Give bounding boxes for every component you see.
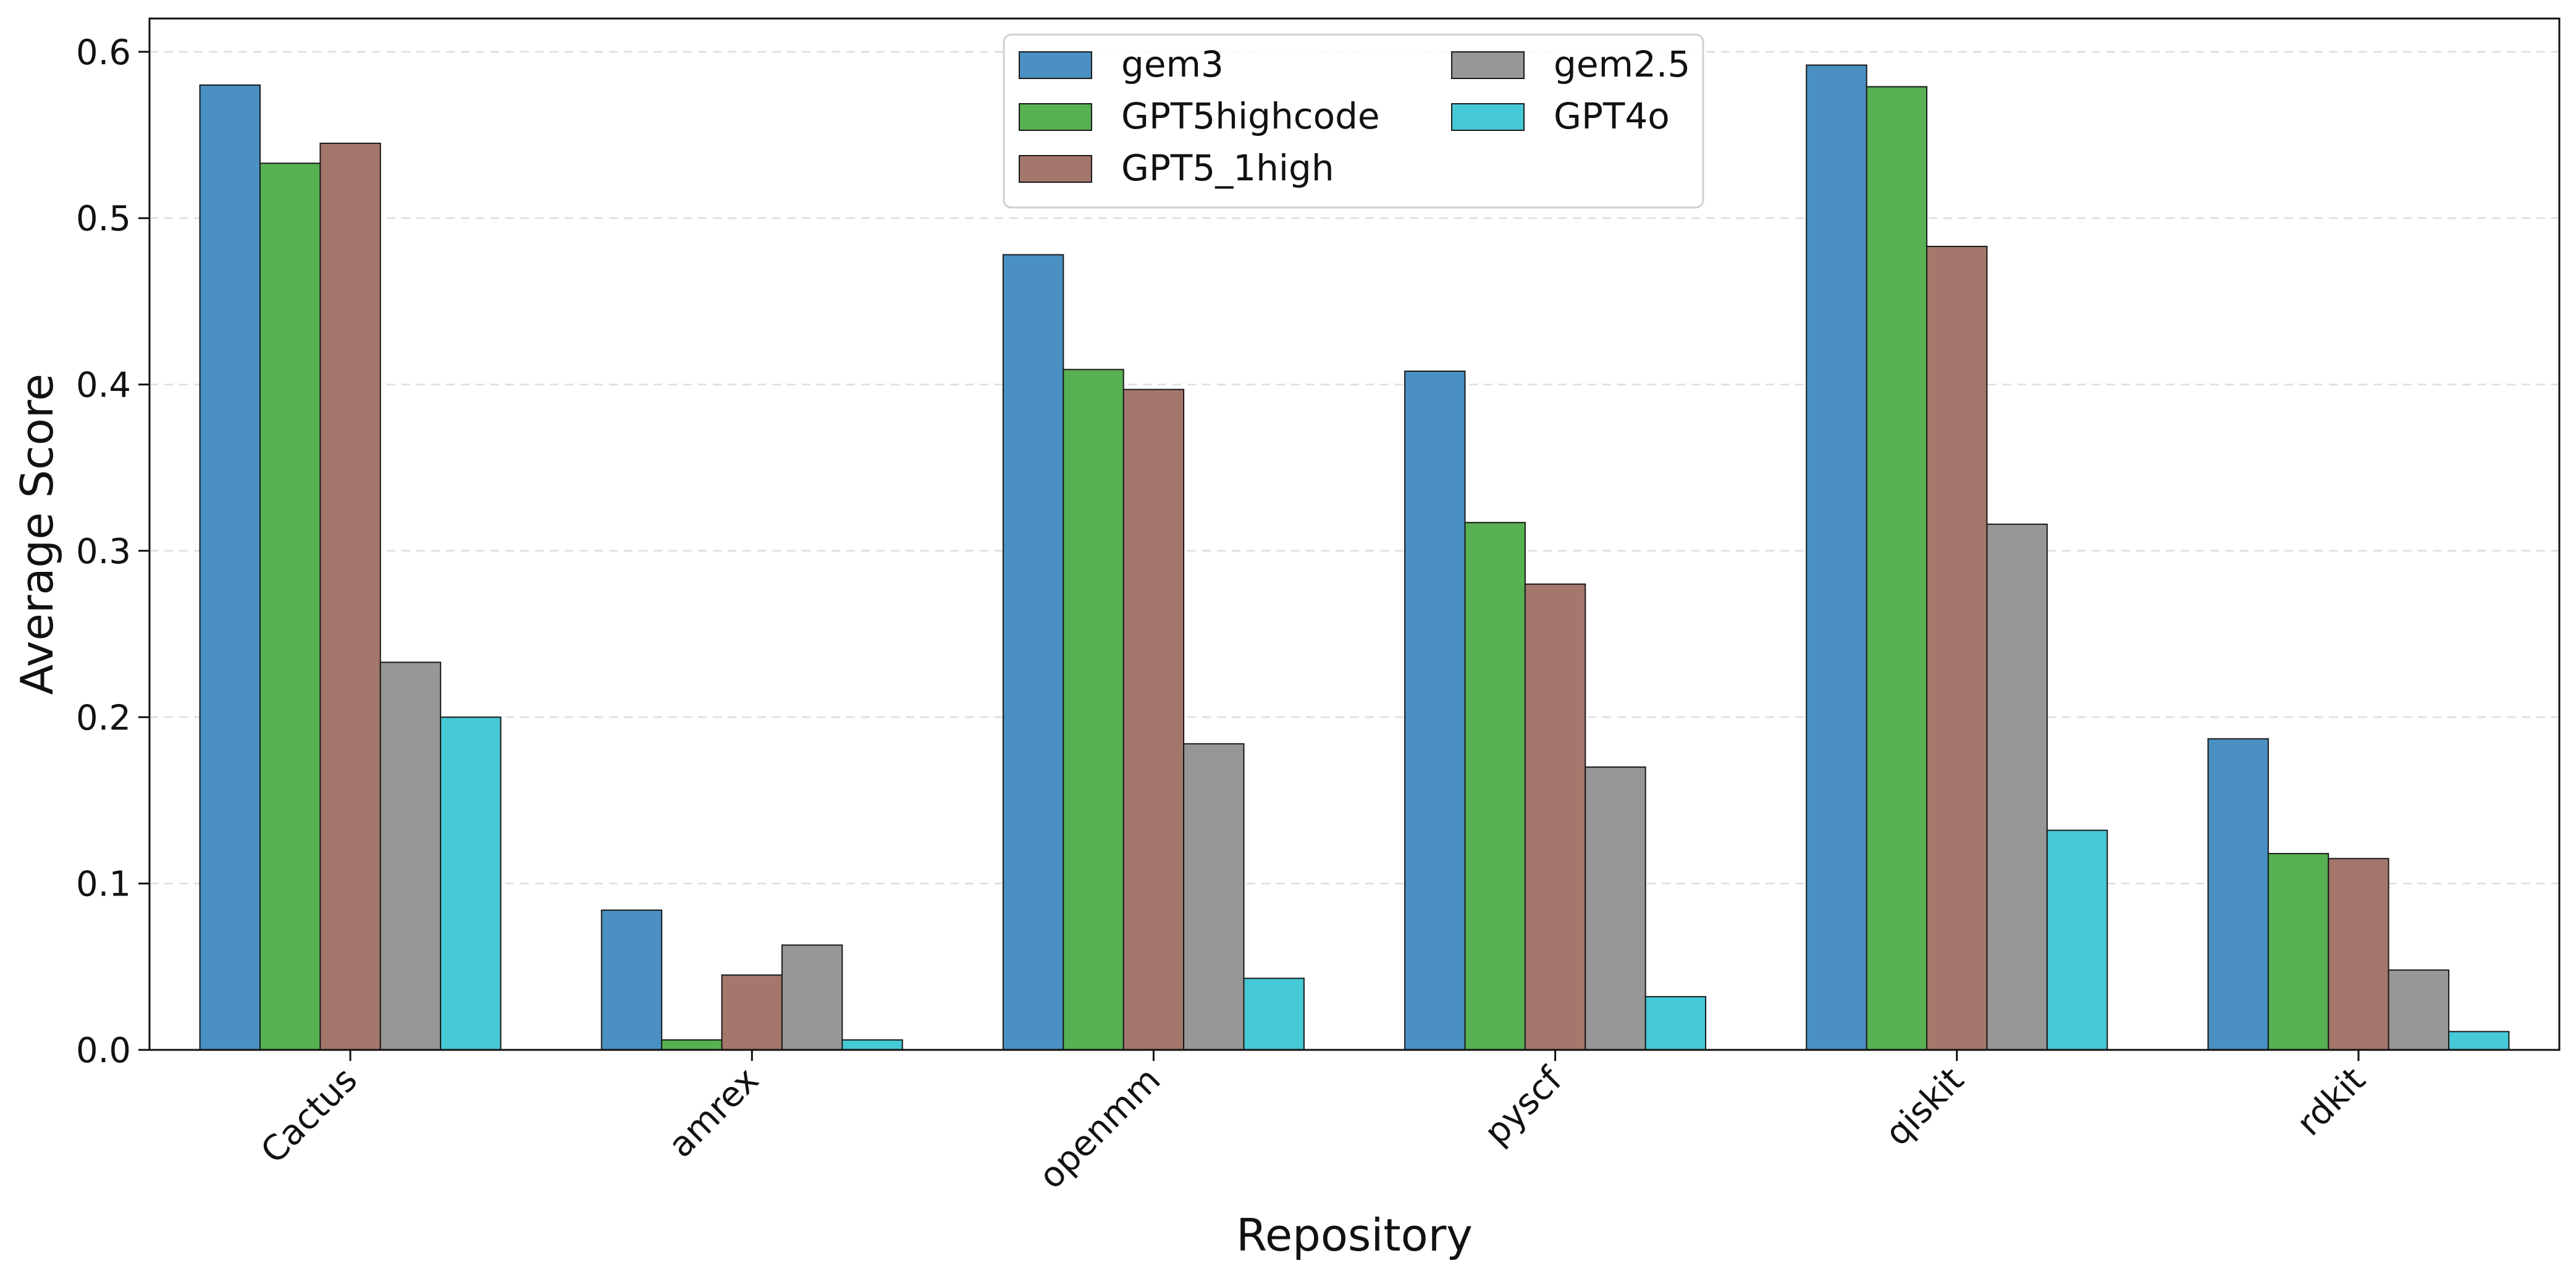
y-tick-label: 0.2 (76, 698, 131, 738)
bar-gem3-qiskit (1806, 64, 1867, 1051)
bar-gem3-pyscf (1404, 371, 1466, 1051)
bar-GPT4o-openmm (1243, 978, 1305, 1050)
bar-gem2.5-pyscf (1585, 766, 1646, 1051)
bar-gem2.5-qiskit (1986, 523, 2048, 1050)
legend-swatch-GPT5highcode (1019, 103, 1092, 131)
y-tick-label: 0.4 (76, 366, 131, 406)
x-tick-label: qiskit (1877, 1060, 1971, 1154)
bar-GPT5highcode-pyscf (1464, 522, 1526, 1050)
bars (199, 64, 2510, 1051)
bar-GPT4o-qiskit (2046, 829, 2108, 1051)
y-tick-label: 0.1 (76, 865, 131, 905)
y-tick-label: 0.0 (76, 1031, 131, 1071)
x-axis-label: Repository (1236, 1209, 1473, 1261)
x-tick-label: pyscf (1477, 1059, 1571, 1153)
x-tick-label: openmm (1031, 1060, 1168, 1197)
legend-label: GPT5_1high (1121, 147, 1334, 189)
bar-GPT5highcode-Cactus (259, 162, 321, 1050)
legend-label: GPT4o (1554, 95, 1670, 137)
bar-gem3-openmm (1002, 254, 1064, 1050)
legend-swatch-GPT5_1high (1019, 155, 1092, 183)
legend-box (1003, 33, 1704, 209)
plot-frame (148, 17, 2561, 1051)
y-tick-label: 0.3 (76, 532, 131, 572)
y-axis-label: Average Score (11, 374, 63, 695)
legend-swatch-GPT4o (1451, 103, 1525, 131)
y-axis-ticks: 0.0 0.1 0.2 0.3 0.4 0.5 0.6 (76, 33, 149, 1071)
bar-GPT5highcode-qiskit (1866, 86, 1928, 1051)
bar-gem3-rdkit (2207, 738, 2269, 1050)
bar-gem2.5-openmm (1183, 743, 1245, 1050)
bar-GPT5_1high-amrex (721, 974, 783, 1050)
y-tick-label: 0.6 (76, 33, 131, 73)
legend-label: gem2.5 (1554, 43, 1690, 85)
bar-GPT5_1high-pyscf (1524, 583, 1586, 1050)
legend-label: GPT5highcode (1121, 95, 1380, 137)
bar-GPT4o-pyscf (1644, 996, 1707, 1050)
bar-gem2.5-amrex (781, 944, 843, 1050)
y-tick-label: 0.5 (76, 199, 131, 239)
legend-swatch-gem3 (1019, 51, 1092, 79)
x-tick-label: rdkit (2289, 1060, 2373, 1144)
bar-GPT5highcode-openmm (1063, 369, 1124, 1050)
bar-GPT5_1high-openmm (1122, 388, 1185, 1051)
bar-gem3-Cactus (199, 84, 261, 1050)
x-axis-ticks: Cactus amrex openmm pyscf qiskit rdkit (253, 1050, 2373, 1197)
legend-swatch-gem2.5 (1451, 51, 1525, 79)
legend: gem3 GPT5highcode GPT5_1high gem2.5 GPT4o (1003, 33, 1704, 209)
bar-GPT5_1high-qiskit (1926, 246, 1988, 1051)
bar-GPT4o-Cactus (440, 716, 502, 1050)
bar-gem2.5-rdkit (2388, 969, 2450, 1051)
x-tick-label: amrex (661, 1060, 767, 1165)
bar-gem3-amrex (600, 909, 663, 1051)
bar-GPT5_1high-rdkit (2328, 858, 2389, 1050)
bar-gem2.5-Cactus (379, 661, 442, 1050)
legend-label: gem3 (1121, 43, 1224, 85)
bar-GPT5highcode-amrex (661, 1039, 723, 1051)
bar-GPT4o-rdkit (2448, 1031, 2510, 1051)
bar-GPT4o-amrex (841, 1039, 903, 1051)
bar-GPT5highcode-rdkit (2267, 853, 2330, 1050)
x-tick-label: Cactus (253, 1060, 365, 1172)
bar-GPT5_1high-Cactus (319, 143, 381, 1051)
